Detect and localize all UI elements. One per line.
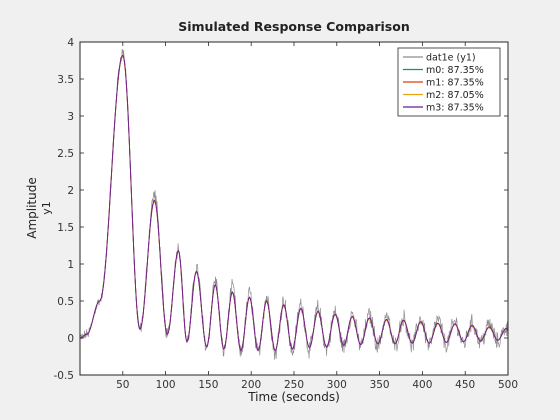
y-tick-label: 2 [67,185,74,197]
x-tick-label: 100 [156,379,176,391]
series-layer [80,49,508,360]
x-tick-label: 250 [284,379,304,391]
x-tick-label: 400 [412,379,432,391]
x-tick-label: 150 [198,379,218,391]
chart-title: Simulated Response Comparison [178,19,409,34]
legend-entry-label: m2: 87.05% [426,90,484,101]
y-tick-label: 2.5 [57,148,74,160]
y-tick-label: 0 [67,333,74,345]
x-tick-label: 450 [455,379,475,391]
legend-entry-label: m3: 87.35% [426,103,484,114]
y-tick-label: 4 [67,37,74,49]
x-tick-label: 350 [370,379,390,391]
x-tick-label: 50 [116,379,129,391]
y-tick-label: 3 [67,111,74,123]
x-tick-label: 300 [327,379,347,391]
legend: dat1e (y1)m0: 87.35% m1: 87.35%m2: 87.05%… [397,47,501,117]
legend-entry-label: dat1e (y1) [426,53,476,64]
y-tick-label: -0.5 [54,370,75,382]
x-axis-ticks: 50 100 150 200 250 300 350 400 450 500 [116,42,518,391]
x-axis-label: Time (seconds) [247,390,340,404]
legend-entry-label: m1: 87.35% [426,78,484,89]
y-axis-ticks: -0.5 0 0.5 1 1.5 2 2.5 3 3.5 4 [54,37,508,382]
y-tick-label: 1.5 [57,222,74,234]
y-axis-label: Amplitude [25,177,39,239]
series-line-4 [80,54,508,352]
x-tick-label: 500 [498,379,518,391]
y-axis-output-label: y1 [40,201,53,215]
y-tick-label: 1 [67,259,74,271]
x-tick-label: 200 [241,379,261,391]
legend-entry-label: m0: 87.35% [426,65,484,76]
y-tick-label: 3.5 [57,74,74,86]
y-tick-label: 0.5 [57,296,74,308]
